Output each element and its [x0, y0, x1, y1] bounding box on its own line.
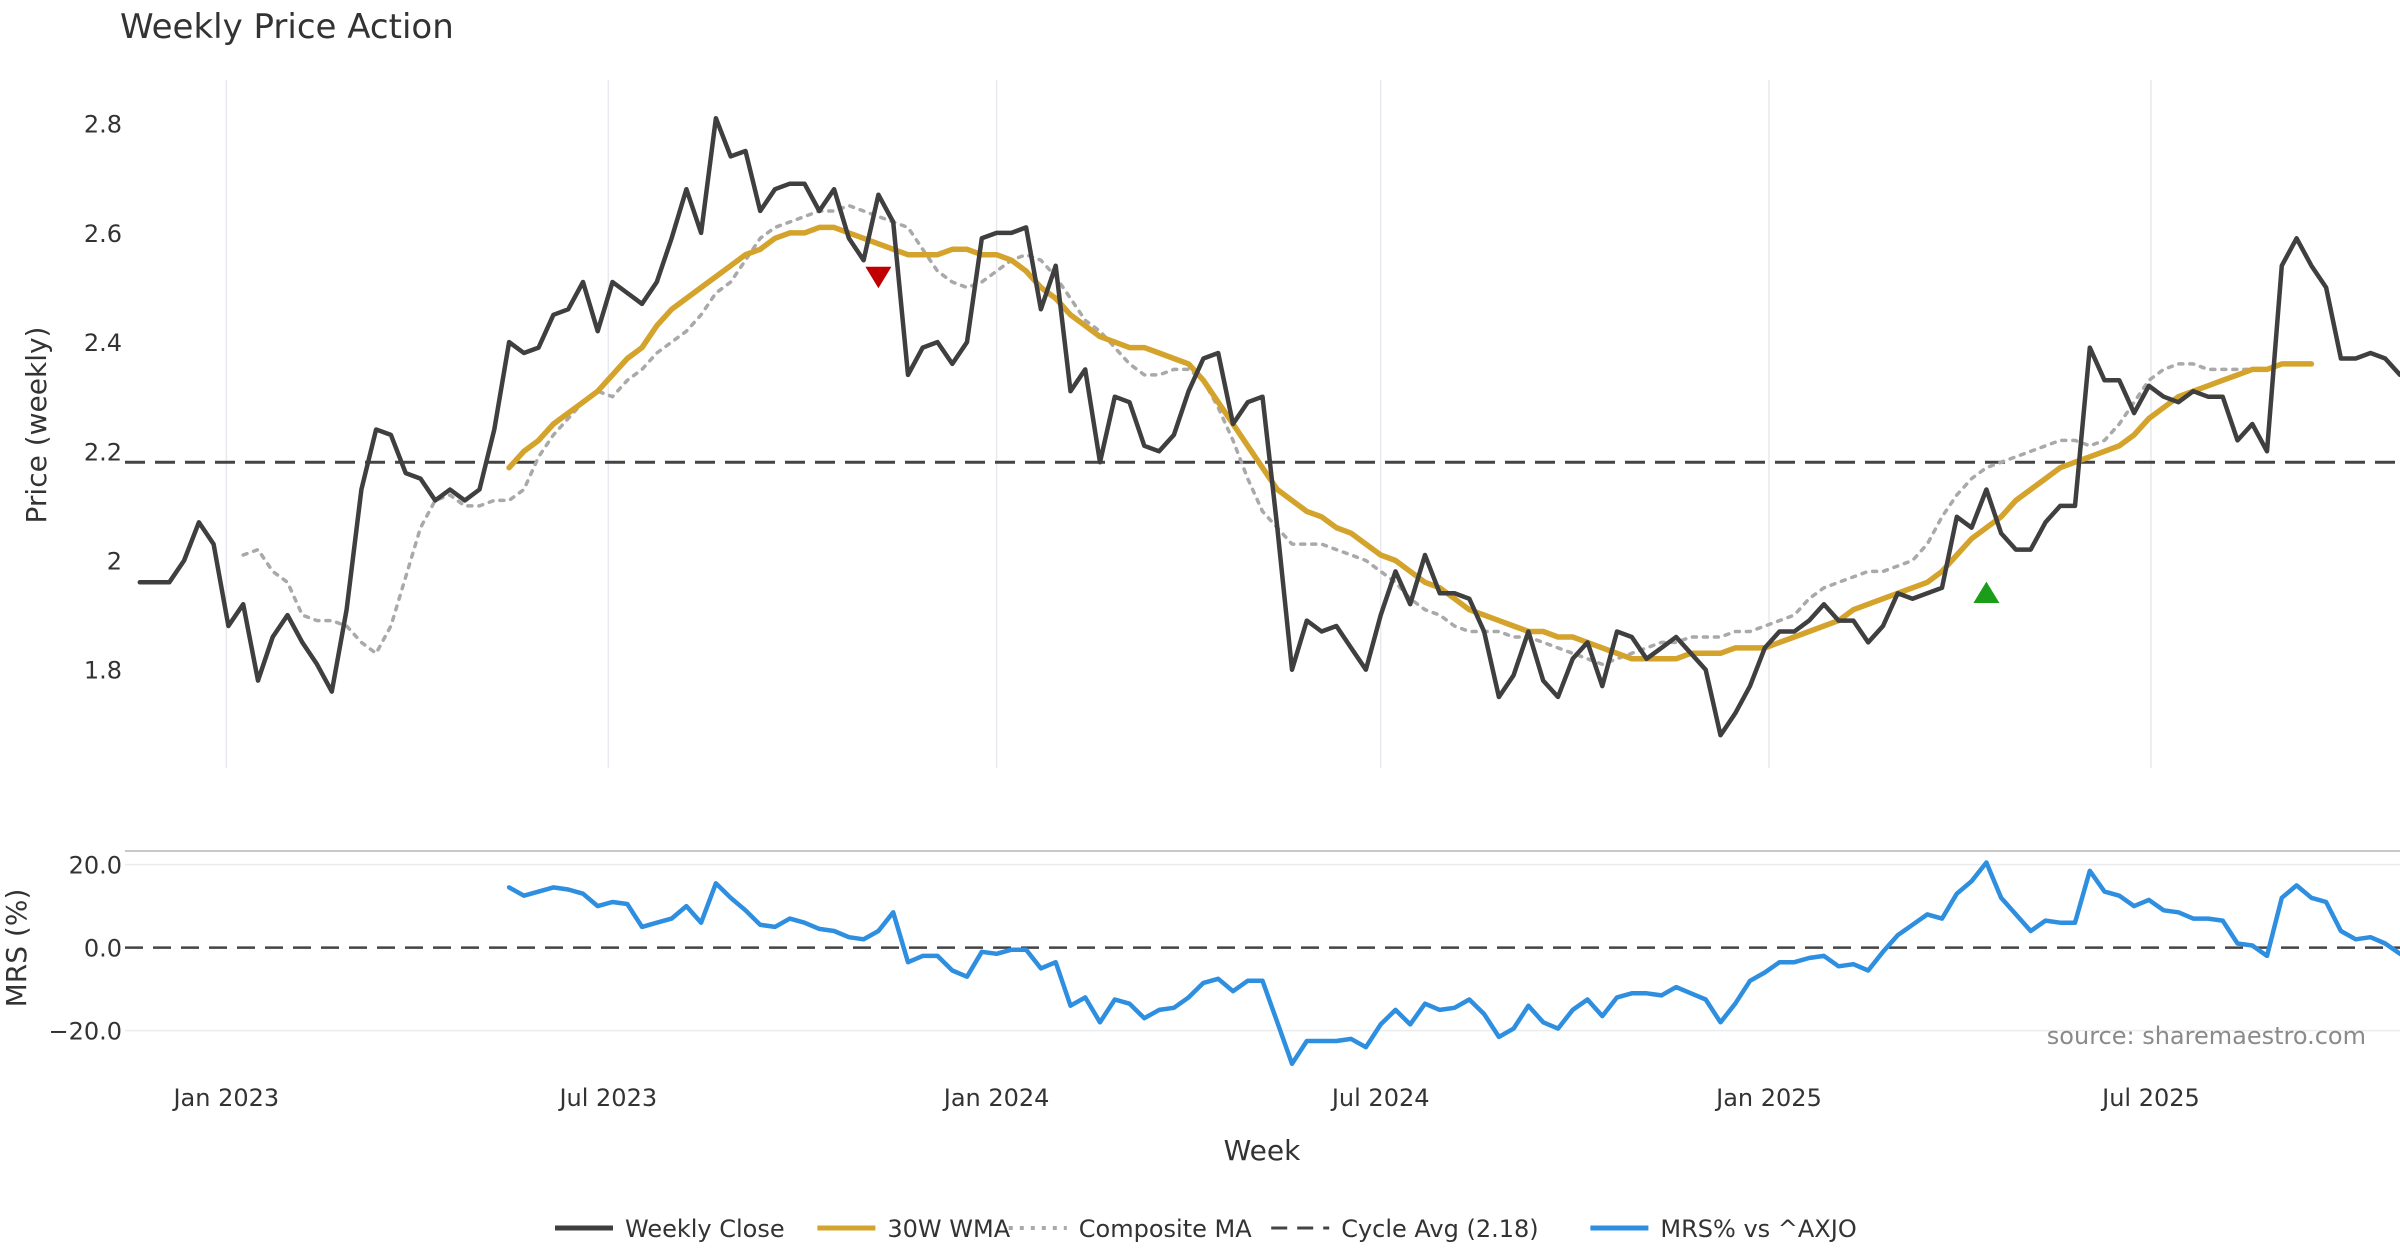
mrs-y-tick-label: 20.0: [69, 852, 122, 880]
legend-label: Composite MA: [1079, 1215, 1252, 1243]
legend-weekly-close: Weekly Close: [555, 1215, 785, 1243]
buy-signal-marker: [1973, 581, 2000, 603]
wma-line: [506, 224, 2315, 662]
x-tick-label: Jan 2024: [942, 1084, 1050, 1112]
x-tick-label: Jul 2023: [557, 1084, 657, 1112]
price-y-tick-label: 2.4: [84, 329, 122, 357]
x-tick-label: Jul 2025: [2100, 1084, 2200, 1112]
price-axis-label: Price (weekly): [20, 327, 53, 524]
legend-30w-wma: 30W WMA: [817, 1215, 1011, 1243]
price-y-tick-label: 2: [107, 548, 122, 576]
x-tick-label: Jul 2024: [1330, 1084, 1430, 1112]
x-tick-label: Jan 2025: [1714, 1084, 1822, 1112]
legend: Weekly Close 30W WMA Composite MA Cycle Avg…: [555, 1215, 1857, 1243]
legend-label: Weekly Close: [625, 1215, 785, 1243]
legend-composite-ma: Composite MA: [1008, 1215, 1252, 1243]
tick-labels: Jan 2023 Jul 2023 Jan 2024 Jul 2024 Jan 2025…: [48, 111, 2199, 1112]
grid-layer: [125, 80, 2400, 1032]
series-layer: [137, 115, 2400, 1067]
price-y-tick-label: 1.8: [84, 657, 122, 685]
mrs-y-tick-label: −20.0: [48, 1018, 122, 1046]
legend-cycle-avg: Cycle Avg (2.18): [1271, 1215, 1539, 1243]
mrs-y-tick-label: 0.0: [84, 935, 122, 963]
price-y-tick-label: 2.2: [84, 438, 122, 466]
legend-label: MRS% vs ^AXJO: [1660, 1215, 1856, 1243]
sell-signal-marker: [865, 266, 892, 289]
x-tick-label: Jan 2023: [171, 1084, 279, 1112]
legend-label: Cycle Avg (2.18): [1341, 1215, 1538, 1243]
x-axis-label: Week: [1224, 1134, 1301, 1167]
legend-mrs: MRS% vs ^AXJO: [1590, 1215, 1857, 1243]
chart-title: Weekly Price Action: [120, 7, 454, 47]
weekly-close-line: [137, 115, 2400, 738]
signal-markers: [865, 266, 2000, 603]
mrs-line: [506, 860, 2400, 1067]
mrs-axis-label: MRS (%): [0, 889, 33, 1008]
price-y-tick-label: 2.8: [84, 111, 122, 139]
price-y-tick-label: 2.6: [84, 220, 122, 248]
source-credit: source: sharemaestro.com: [2047, 1022, 2366, 1050]
legend-label: 30W WMA: [887, 1215, 1010, 1243]
reference-lines: [125, 460, 2400, 949]
